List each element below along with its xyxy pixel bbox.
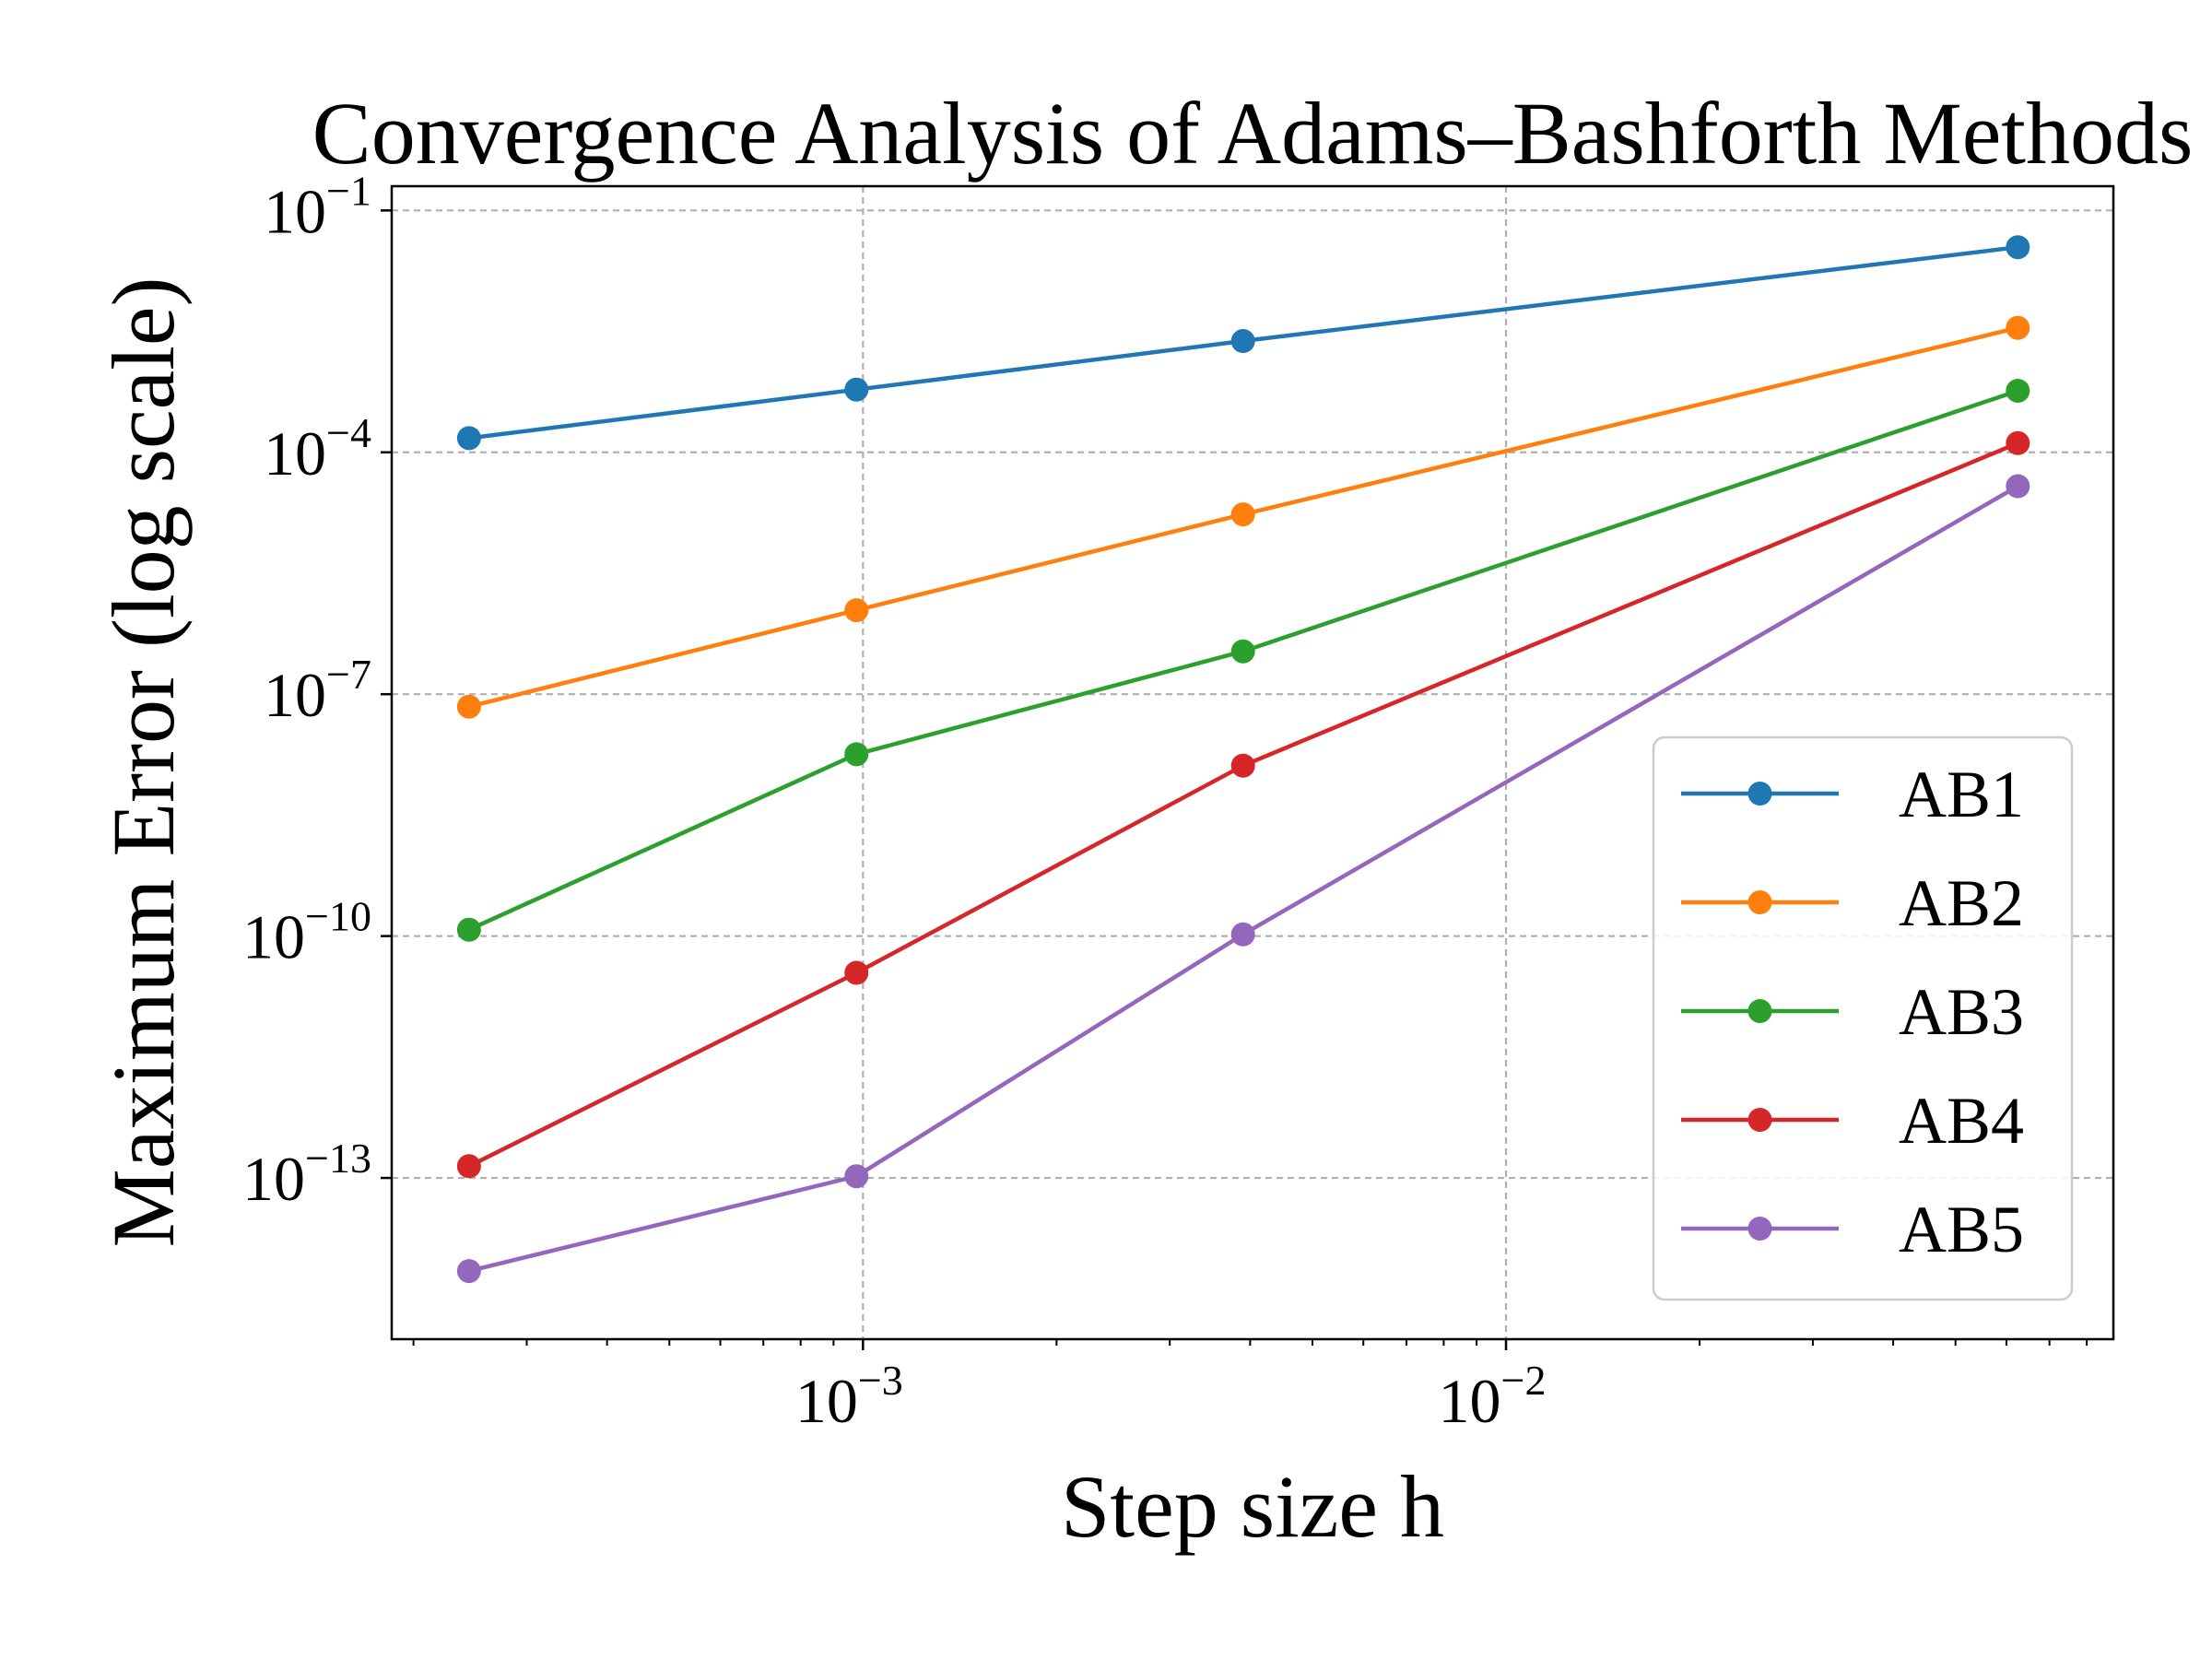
legend-item: AB4 xyxy=(1681,1084,2024,1158)
series-ab5 xyxy=(456,474,2030,1284)
legend-label: AB2 xyxy=(1899,866,2024,940)
y-tick-label: 10−4 xyxy=(264,409,371,488)
legend-marker xyxy=(1747,999,1772,1023)
y-tick-label: 10−1 xyxy=(264,167,371,246)
data-point xyxy=(456,1154,481,1179)
y-tick-label: 10−7 xyxy=(264,651,371,730)
legend-marker xyxy=(1747,1217,1772,1241)
series-layer xyxy=(456,235,2030,1284)
data-point xyxy=(844,377,869,402)
legend-label: AB1 xyxy=(1899,758,2024,831)
x-tick-label: 10−3 xyxy=(795,1357,903,1436)
data-point xyxy=(2006,315,2030,340)
data-point xyxy=(456,694,481,719)
legend-item: AB2 xyxy=(1681,866,2024,940)
legend-item: AB5 xyxy=(1681,1193,2024,1266)
series-line xyxy=(467,441,2019,1169)
series-ab1 xyxy=(456,235,2030,451)
data-point xyxy=(1230,639,1255,664)
legend-item: AB3 xyxy=(1681,975,2024,1049)
legend-marker xyxy=(1747,782,1772,806)
y-axis-label: Maximum Error (log scale) xyxy=(94,277,193,1248)
x-axis-label: Step size h xyxy=(1061,1457,1444,1556)
series-line xyxy=(467,388,2019,932)
legend-marker xyxy=(1747,890,1772,914)
legend-label: AB4 xyxy=(1899,1084,2024,1158)
legend: AB1 AB2 AB3 AB4 AB5 xyxy=(1652,735,2074,1301)
data-point xyxy=(2006,235,2030,260)
data-point xyxy=(1230,329,1255,354)
data-point xyxy=(1230,753,1255,778)
chart-title: Convergence Analysis of Adams–Bashforth … xyxy=(312,84,2194,182)
series-ab2 xyxy=(456,315,2030,719)
x-tick-label: 10−2 xyxy=(1439,1357,1547,1436)
data-point xyxy=(2006,430,2030,455)
data-point xyxy=(456,917,481,942)
data-point xyxy=(1230,502,1255,527)
data-point xyxy=(844,742,869,767)
series-line xyxy=(468,244,2018,441)
data-point xyxy=(2006,474,2030,499)
plot-frame xyxy=(390,184,2115,1341)
data-point xyxy=(1230,922,1255,947)
data-point xyxy=(456,1259,481,1284)
data-point xyxy=(456,426,481,451)
legend-label: AB5 xyxy=(1899,1193,2024,1266)
y-tick-label: 10−10 xyxy=(242,893,371,972)
data-point xyxy=(844,960,869,985)
ticks: 10−3 10−2 10−1 10−4 10−7 10−10 10−13 xyxy=(242,167,2088,1436)
series-line xyxy=(468,325,2018,709)
data-point xyxy=(2006,378,2030,403)
series-line xyxy=(468,484,2019,1274)
legend-label: AB3 xyxy=(1899,975,2024,1049)
series-ab3 xyxy=(456,378,2030,942)
data-point xyxy=(844,598,869,623)
legend-item: AB1 xyxy=(1681,758,2024,831)
legend-marker xyxy=(1747,1108,1772,1132)
y-tick-label: 10−13 xyxy=(242,1135,371,1214)
data-point xyxy=(844,1164,869,1189)
series-ab4 xyxy=(456,430,2030,1179)
legend-box xyxy=(1652,735,2074,1301)
